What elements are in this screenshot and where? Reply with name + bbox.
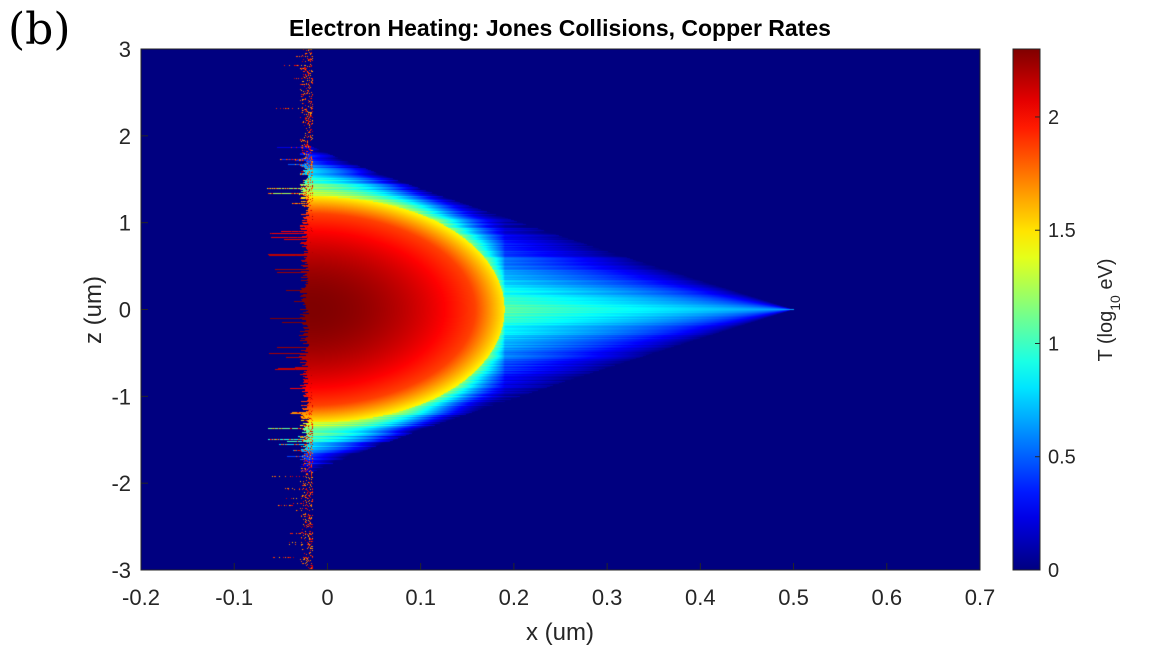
y-tick-label: 2 xyxy=(119,124,131,149)
y-tick-label: 0 xyxy=(119,298,131,323)
colorbar-label: T (log10 eV) xyxy=(1095,258,1123,361)
colorbar-label-end: eV) xyxy=(1095,258,1117,295)
colorbar: 0 0.5 1 1.5 2 T (log10 eV) xyxy=(1012,48,1123,582)
x-tick-label: 0 xyxy=(321,585,333,610)
y-axis-ticks: -3 -2 -1 0 1 2 3 xyxy=(111,37,148,583)
colorbar-ticks: 0 0.5 1 1.5 2 xyxy=(1035,107,1076,582)
colorbar-tick-label: 1.5 xyxy=(1048,220,1076,242)
x-tick-label: 0.6 xyxy=(871,585,902,610)
x-tick-label: -0.2 xyxy=(122,585,160,610)
colorbar-tick-label: 0 xyxy=(1048,560,1059,582)
y-tick-label: -2 xyxy=(111,471,131,496)
y-tick-label: -3 xyxy=(111,558,131,583)
y-tick-label: 1 xyxy=(119,211,131,236)
colorbar-label-main: T (log xyxy=(1095,311,1117,362)
colorbar-tick-label: 1 xyxy=(1048,333,1059,355)
x-tick-label: 0.5 xyxy=(778,585,809,610)
panel-label: (b) xyxy=(8,4,71,55)
y-axis-label: z (um) xyxy=(80,276,107,344)
y-tick-label: 3 xyxy=(119,37,131,62)
x-axis-ticks: -0.2 -0.1 0 0.1 0.2 0.3 0.4 0.5 0.6 0.7 xyxy=(122,563,995,610)
heatmap-image xyxy=(141,49,980,570)
colorbar-tick-label: 0.5 xyxy=(1048,447,1076,469)
x-axis-label: x (um) xyxy=(526,619,594,646)
x-tick-label: 0.3 xyxy=(592,585,623,610)
y-tick-label: -1 xyxy=(111,384,131,409)
chart-title: Electron Heating: Jones Collisions, Copp… xyxy=(289,15,831,41)
x-tick-label: 0.7 xyxy=(965,585,996,610)
colorbar-gradient xyxy=(1012,48,1041,571)
x-tick-label: 0.2 xyxy=(499,585,530,610)
colorbar-label-sub: 10 xyxy=(1107,295,1123,311)
plot-area xyxy=(140,48,981,571)
colorbar-tick-label: 2 xyxy=(1048,107,1059,129)
x-tick-label: 0.4 xyxy=(685,585,716,610)
x-tick-label: -0.1 xyxy=(215,585,253,610)
x-tick-label: 0.1 xyxy=(405,585,436,610)
